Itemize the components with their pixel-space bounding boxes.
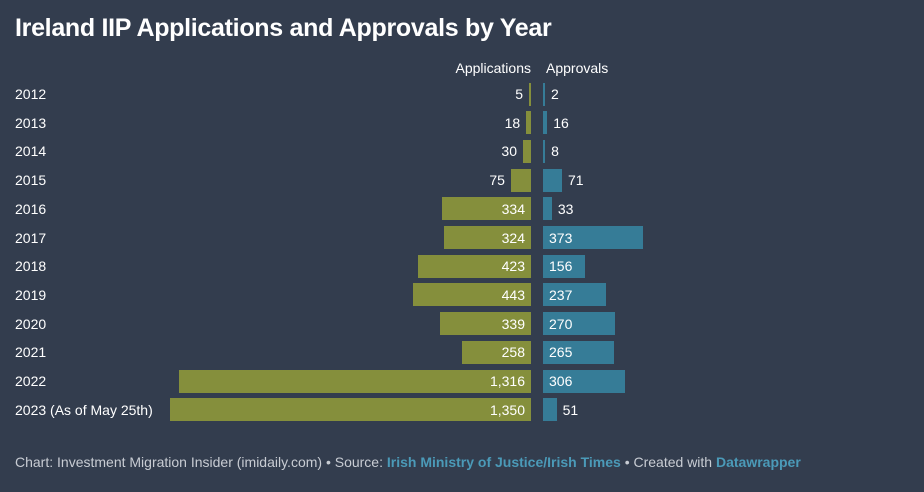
applications-value-label: 5 [515,86,523,102]
approvals-bar [543,226,643,249]
applications-value-label: 324 [501,229,525,246]
footer-credits: Chart: Investment Migration Insider (imi… [15,454,801,470]
applications-bar [179,369,531,393]
applications-value-label: 75 [489,172,505,189]
approvals-value-label: 71 [567,172,584,189]
chart-title: Ireland IIP Applications and Approvals b… [15,14,552,42]
applications-bar [444,226,531,249]
applications-value-label: 258 [501,344,525,361]
approvals-column-header: Approvals [546,60,609,76]
approvals-value-label: 2 [551,86,559,102]
footer-middle: • Created with [620,454,716,470]
applications-bar [529,82,531,106]
applications-value-label: 1,316 [489,373,525,389]
applications-bar [510,168,531,192]
bar-chart: 2012 5 2 2013 18 16 2014 30 8 2015 75 71 2016 334 33 20… [15,82,643,422]
approvals-bar [543,111,548,135]
applications-value-label: 423 [501,258,525,275]
source-link[interactable]: Irish Ministry of Justice/Irish Times [386,454,621,470]
approvals-bar [543,398,557,422]
row-label: 2013 [15,114,47,131]
approvals-value-label: 33 [557,200,574,217]
applications-value-label: 443 [501,286,525,303]
approvals-value-label: 156 [549,258,573,275]
applications-bar [440,312,531,336]
applications-bar [412,283,531,307]
approvals-value-label: 270 [549,315,573,332]
approvals-value-label: 16 [553,114,569,131]
approvals-value-label: 306 [549,373,573,389]
applications-bar [522,139,531,163]
row-label: 2018 [15,258,47,275]
applications-value-label: 334 [501,200,525,217]
applications-bar [170,398,531,422]
approvals-bar [543,82,545,106]
row-label: 2015 [15,172,47,189]
approvals-bar [543,254,585,278]
applications-value-label: 339 [501,315,525,332]
row-label: 2016 [15,200,47,217]
approvals-bar [543,369,625,393]
approvals-bar [543,312,616,336]
row-label: 2019 [15,286,47,303]
row-label: 2023 (As of May 25th) [15,401,153,418]
applications-bar [417,254,531,278]
row-label: 2012 [15,86,47,102]
approvals-bar [543,340,614,364]
approvals-value-label: 51 [562,401,579,418]
applications-value-label: 1,350 [489,401,525,418]
approvals-bar [543,283,607,307]
applications-column-header: Applications [455,60,532,76]
datawrapper-link[interactable]: Datawrapper [715,454,801,470]
row-label: 2021 [15,344,47,361]
approvals-value-label: 265 [549,344,573,361]
row-label: 2017 [15,229,47,246]
applications-bar [462,340,531,364]
applications-value-label: 18 [504,114,521,131]
row-label: 2014 [15,143,47,160]
row-label: 2022 [15,373,47,389]
applications-bar [526,111,531,135]
approvals-bar [543,197,552,221]
applications-bar [441,197,531,221]
approvals-value-label: 8 [551,143,559,160]
applications-value-label: 30 [501,143,517,160]
approvals-value-label: 237 [549,286,573,303]
approvals-value-label: 373 [549,229,573,246]
approvals-bar [543,139,546,163]
row-label: 2020 [15,315,47,332]
footer-prefix: Chart: Investment Migration Insider (imi… [15,454,387,470]
approvals-bar [543,168,562,192]
